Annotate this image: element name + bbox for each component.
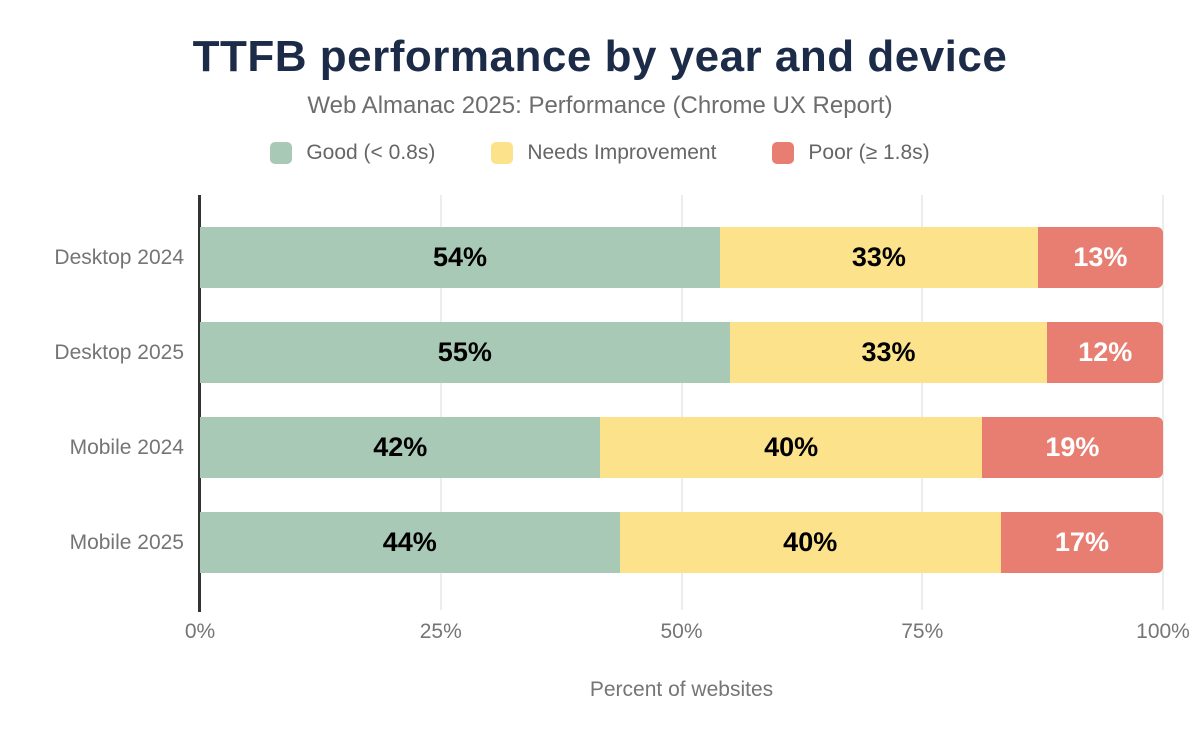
bar-row: Desktop 2025 55% 33% 12% [54, 322, 1163, 383]
stacked-bar: 55% 33% 12% [200, 322, 1163, 383]
bar-row: Mobile 2025 44% 40% 17% [70, 512, 1163, 573]
bar-segment-good: 42% [200, 417, 601, 478]
bar-segment-poor: 19% [981, 417, 1163, 478]
legend-item-needs-improvement: Needs Improvement [491, 141, 716, 165]
stacked-bar: 44% 40% 17% [200, 512, 1163, 573]
bar-value-label: 55% [437, 337, 492, 367]
bar-segment-needs-improvement: 40% [600, 417, 982, 478]
x-tick-label: 25% [419, 620, 462, 643]
bar-row: Mobile 2024 42% 40% 19% [70, 417, 1163, 478]
legend-label-poor: Poor (≥ 1.8s) [808, 141, 930, 164]
y-axis-line [198, 195, 201, 612]
stacked-bar: 54% 33% 13% [200, 227, 1163, 288]
x-tick-label: 50% [660, 620, 703, 643]
x-tick-label: 100% [1136, 620, 1190, 643]
gridline [680, 195, 683, 610]
bar-value-label: 40% [764, 432, 819, 462]
bar-value-label: 13% [1073, 242, 1128, 272]
chart-title: TTFB performance by year and device [192, 32, 1008, 81]
bar-segment-good: 55% [200, 322, 730, 383]
legend: Good (< 0.8s) Needs Improvement Poor (≥ 1.… [0, 141, 1200, 165]
bar-value-label: 12% [1078, 337, 1133, 367]
bar-value-label: 54% [432, 242, 488, 272]
legend-item-poor: Poor (≥ 1.8s) [772, 141, 930, 165]
bar-segment-good: 54% [200, 227, 721, 288]
legend-swatch-poor [772, 142, 795, 164]
x-tick-label: 0% [184, 620, 216, 643]
plot-area: Desktop 2024 54% 33% 13% Desktop 2025 55% 33% 1… [54, 195, 1164, 612]
chart-subtitle: Web Almanac 2025: Performance (Chrome UX… [307, 92, 893, 119]
x-axis-ticks: 0% 25% 50% 75% 100% [185, 620, 1190, 644]
bar-row: Desktop 2024 54% 33% 13% [54, 227, 1163, 288]
legend-swatch-good [270, 142, 293, 164]
x-axis-label: Percent of websites [589, 678, 774, 701]
bar-segment-poor: 17% [1000, 512, 1163, 573]
stacked-bar: 42% 40% 19% [200, 417, 1163, 478]
bar-segment-poor: 13% [1037, 227, 1163, 288]
bar-segment-needs-improvement: 40% [619, 512, 1001, 573]
bar-value-label: 33% [851, 242, 906, 272]
bar-value-label: 19% [1045, 432, 1100, 462]
legend-label-good: Good (< 0.8s) [306, 141, 436, 164]
legend-label-needs-improvement: Needs Improvement [527, 141, 717, 164]
gridline [1162, 195, 1164, 610]
bar-segment-good: 44% [200, 512, 620, 573]
legend-swatch-needs-improvement [491, 142, 514, 164]
category-label: Desktop 2025 [54, 340, 184, 364]
bar-value-label: 17% [1054, 527, 1109, 557]
bar-value-label: 40% [783, 527, 838, 557]
gridline [439, 195, 442, 610]
bar-segment-needs-improvement: 33% [720, 227, 1038, 288]
bar-segment-needs-improvement: 33% [729, 322, 1048, 383]
category-label: Mobile 2025 [69, 530, 184, 554]
bar-value-label: 33% [861, 337, 916, 367]
bar-segment-poor: 12% [1047, 322, 1163, 383]
bar-rows: Desktop 2024 54% 33% 13% Desktop 2025 55% 33% 1… [54, 227, 1163, 607]
legend-item-good: Good (< 0.8s) [270, 141, 435, 165]
category-label: Desktop 2024 [54, 245, 184, 269]
x-tick-label: 75% [901, 620, 944, 643]
category-label: Mobile 2024 [69, 435, 184, 459]
gridline [921, 195, 924, 610]
bar-value-label: 42% [373, 432, 428, 462]
bar-value-label: 44% [382, 527, 437, 557]
